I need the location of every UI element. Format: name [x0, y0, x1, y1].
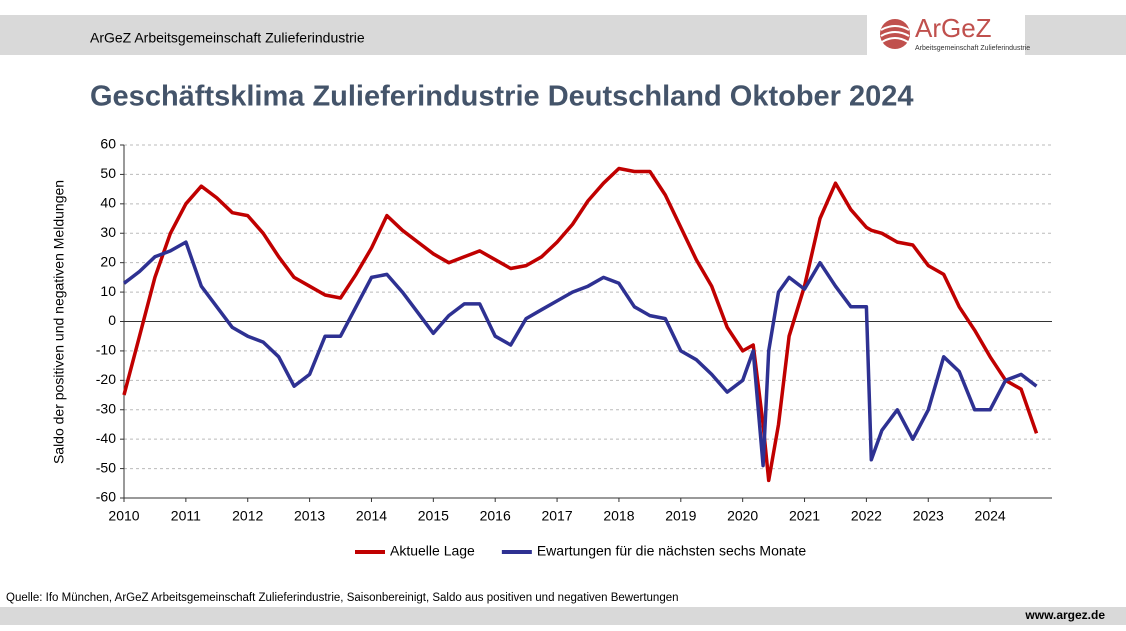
series-line — [122, 166, 1039, 483]
footer-url: www.argez.de — [1024, 608, 1105, 622]
x-tick-label: 2022 — [851, 508, 882, 524]
y-tick-label: 50 — [100, 165, 116, 181]
series-line — [122, 240, 1038, 468]
legend-label: Aktuelle Lage — [390, 543, 475, 559]
x-tick-label: 2020 — [727, 508, 758, 524]
source-note: Quelle: Ifo München, ArGeZ Arbeitsgemein… — [6, 592, 679, 604]
y-axis-label: Saldo der positiven und negativen Meldun… — [51, 180, 67, 464]
y-tick-label: -10 — [96, 342, 116, 358]
y-tick-label: 30 — [100, 224, 116, 240]
y-tick-label: 20 — [100, 253, 116, 269]
x-tick-label: 2018 — [603, 508, 634, 524]
x-tick-label: 2010 — [108, 508, 139, 524]
y-tick-label: -60 — [96, 489, 116, 505]
y-tick-label: -40 — [96, 430, 116, 446]
y-tick-label: -50 — [96, 459, 116, 475]
y-tick-label: 10 — [100, 283, 116, 299]
y-tick-label: 40 — [100, 195, 116, 211]
legend-label: Ewartungen für die nächsten sechs Monate — [537, 543, 806, 559]
x-tick-label: 2023 — [913, 508, 944, 524]
chart-title: Geschäftsklima Zulieferindustrie Deutsch… — [90, 81, 914, 113]
y-tick-label: 60 — [100, 136, 116, 152]
logo-icon-lines — [880, 25, 910, 43]
x-tick-label: 2021 — [789, 508, 820, 524]
logo-text: ArGeZ — [915, 13, 992, 43]
x-tick-label: 2014 — [356, 508, 387, 524]
x-tick-label: 2011 — [171, 508, 201, 524]
y-tick-label: -20 — [96, 371, 116, 387]
footer-bar — [0, 607, 1126, 625]
x-tick-label: 2019 — [665, 508, 696, 524]
x-tick-label: 2015 — [418, 508, 449, 524]
x-tick-label: 2012 — [232, 508, 263, 524]
header-title: ArGeZ Arbeitsgemeinschaft Zulieferindust… — [90, 30, 365, 46]
x-tick-label: 2017 — [541, 508, 572, 524]
x-tick-label: 2016 — [480, 508, 511, 524]
y-tick-label: -30 — [96, 400, 116, 416]
y-tick-label: 0 — [108, 312, 116, 328]
x-tick-label: 2013 — [294, 508, 325, 524]
x-tick-label: 2024 — [975, 508, 1006, 524]
logo-subtitle: Arbeitsgemeinschaft Zulieferindustrie — [915, 45, 1030, 52]
